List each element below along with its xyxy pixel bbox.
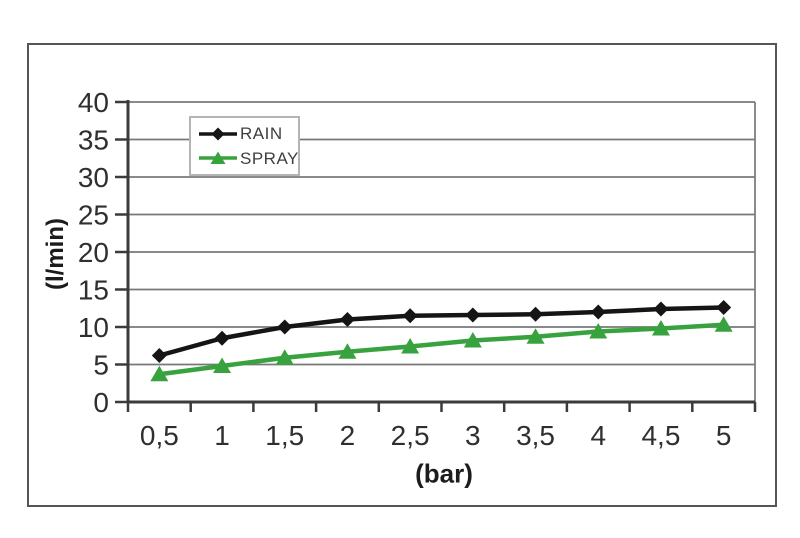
- chart-frame: 0 5 10 15 20 25 30 35 40 0,5 1 1,5 2 2,5 3 3,5 4 4,5 5 RAI…: [27, 43, 777, 507]
- diamond-data-point-marker: [402, 308, 418, 324]
- x-tick-label: 5: [716, 420, 732, 451]
- diamond-data-point-marker: [339, 312, 355, 327]
- x-tick-label: 4: [590, 420, 606, 451]
- diamond-data-point-marker: [214, 330, 230, 346]
- y-tick-label: 30: [78, 162, 109, 193]
- legend-item-spray: SPRAY: [197, 150, 298, 167]
- spray-triangle-marker-icon: [199, 151, 237, 165]
- x-tick-label: 4,5: [641, 420, 680, 451]
- legend-item-rain: RAIN: [197, 125, 298, 142]
- diamond-data-point-marker: [653, 301, 669, 317]
- x-tick-label: 1: [214, 420, 230, 451]
- y-tick-label: 5: [93, 350, 109, 381]
- y-tick-label: 0: [93, 387, 109, 418]
- x-tick-label: 2: [340, 420, 356, 451]
- triangle-data-point-marker: [651, 320, 670, 336]
- triangle-data-point-marker: [275, 349, 294, 365]
- y-tick-label: 25: [78, 200, 109, 231]
- y-tick-label: 10: [78, 312, 109, 343]
- series-rain: [151, 300, 732, 363]
- legend: RAIN SPRAY: [189, 116, 300, 176]
- series-spray: [150, 316, 733, 382]
- flow-rate-line-chart: 0 5 10 15 20 25 30 35 40 0,5 1 1,5 2 2,5 3 3,5 4 4,5 5: [78, 87, 757, 451]
- diamond-data-point-marker: [151, 348, 167, 363]
- triangle-data-point-marker: [714, 316, 733, 332]
- triangle-data-point-marker: [401, 338, 420, 354]
- legend-label-spray: SPRAY: [240, 148, 299, 168]
- y-tick-label: 40: [78, 87, 109, 118]
- triangle-data-point-marker: [589, 323, 608, 339]
- triangle-data-point-marker: [463, 332, 482, 348]
- diamond-data-point-marker: [465, 307, 481, 323]
- rain-diamond-marker-icon: [199, 127, 237, 141]
- triangle-data-point-marker: [338, 343, 357, 359]
- x-tick-label: 3,5: [516, 420, 555, 451]
- x-axis-ticks-and-labels: 0,5 1 1,5 2 2,5 3 3,5 4 4,5 5: [126, 402, 757, 451]
- legend-label-rain: RAIN: [240, 124, 283, 144]
- diamond-data-point-marker: [528, 306, 544, 322]
- y-tick-label: 20: [78, 237, 109, 268]
- diamond-data-point-marker: [716, 300, 732, 315]
- x-tick-label: 1,5: [265, 420, 304, 451]
- y-tick-label: 15: [78, 275, 109, 306]
- triangle-data-point-marker: [526, 328, 545, 344]
- y-axis-title: (l/min): [42, 218, 69, 290]
- diamond-data-point-marker: [277, 319, 293, 335]
- x-tick-label: 3: [465, 420, 481, 451]
- triangle-data-point-marker: [213, 357, 232, 373]
- x-tick-label: 0,5: [140, 420, 179, 451]
- triangle-data-point-marker: [150, 365, 169, 382]
- x-axis-title: (bar): [415, 458, 473, 489]
- diamond-data-point-marker: [590, 304, 606, 320]
- y-axis-ticks-and-labels: 0 5 10 15 20 25 30 35 40: [78, 87, 128, 418]
- y-tick-label: 35: [78, 125, 109, 156]
- x-tick-label: 2,5: [391, 420, 430, 451]
